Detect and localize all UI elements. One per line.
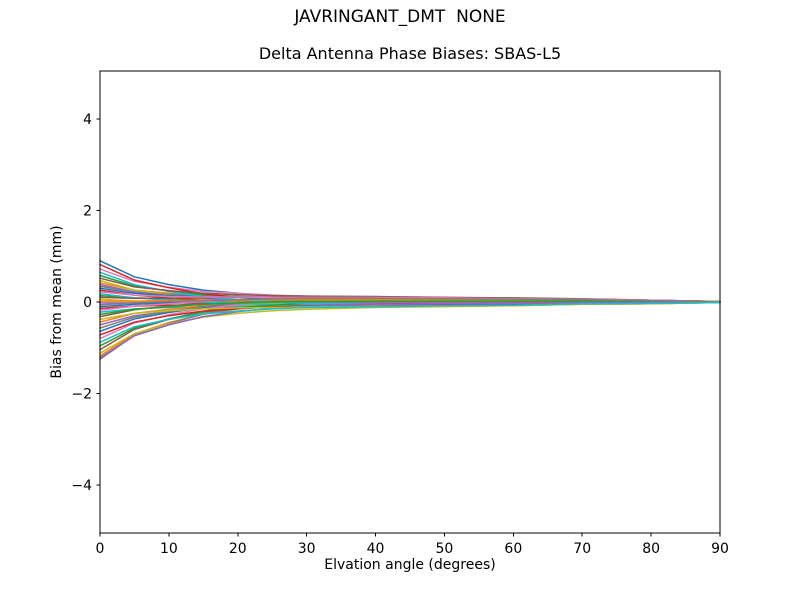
x-tick-label: 20	[229, 541, 247, 557]
y-tick-label: −2	[71, 386, 92, 402]
x-tick-label: 90	[711, 541, 729, 557]
y-tick-label: 0	[83, 295, 92, 311]
y-tick-label: 4	[83, 112, 92, 128]
x-tick-label: 60	[504, 541, 522, 557]
y-axis-label: Bias from mean (mm)	[49, 225, 65, 379]
x-tick-label: 30	[298, 541, 316, 557]
x-axis-label: Elvation angle (degrees)	[324, 557, 496, 573]
series-line	[99, 297, 721, 306]
x-tick-label: 70	[573, 541, 591, 557]
y-tick-label: 2	[83, 204, 92, 220]
axes-title: Delta Antenna Phase Biases: SBAS-L5	[258, 44, 562, 63]
x-tick-label: 0	[96, 541, 105, 557]
x-tick-label: 50	[436, 541, 454, 557]
series-line	[99, 301, 721, 344]
figure-suptitle: JAVRINGANT_DMT NONE	[294, 7, 506, 27]
x-tick-label: 40	[367, 541, 385, 557]
x-tick-label: 80	[642, 541, 660, 557]
series-line	[99, 301, 721, 359]
x-tick-label: 10	[160, 541, 178, 557]
series-line	[99, 300, 721, 316]
y-tick-label: −4	[71, 478, 92, 494]
